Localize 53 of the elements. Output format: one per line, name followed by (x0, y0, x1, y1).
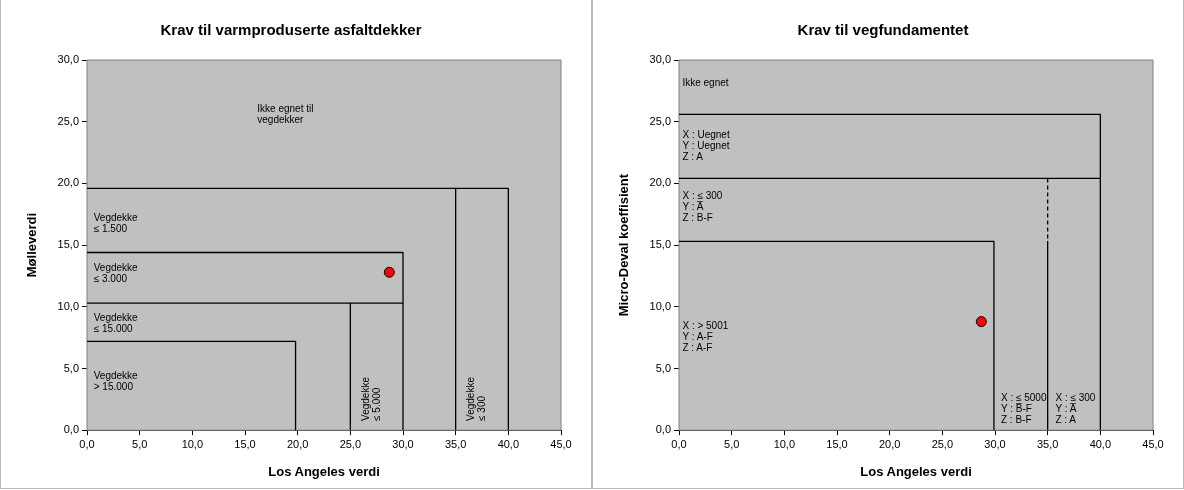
x-tick-label: 25,0 (931, 437, 954, 450)
annotation: Vegdekke > 15.000 (93, 369, 139, 392)
x-tick-label: 0,0 (79, 437, 95, 450)
annotation: Vegdekke ≤ 300 (464, 376, 487, 421)
annotation: Vegdekke ≤ 15.000 (93, 312, 139, 335)
annotation: Vegdekke ≤ 1.500 (93, 212, 139, 235)
x-tick-label: 25,0 (339, 437, 362, 450)
x-tick-label: 10,0 (181, 437, 204, 450)
y-tick-label: 25,0 (649, 114, 672, 127)
y-tick-label: 10,0 (649, 299, 672, 312)
y-tick-label: 30,0 (649, 53, 672, 66)
x-axis-title: Los Angeles verdi (860, 463, 972, 479)
annotation: Vegdekke ≤ 3.000 (93, 262, 139, 285)
y-tick-label: 0,0 (655, 423, 672, 436)
y-tick-label: 10,0 (57, 299, 80, 312)
annotation: Ikke egnet (682, 77, 729, 89)
chart-title: Krav til varmproduserte asfaltdekker (160, 21, 422, 39)
y-tick-label: 25,0 (57, 114, 80, 127)
x-tick-label: 10,0 (773, 437, 796, 450)
y-tick-label: 15,0 (649, 238, 672, 251)
y-axis-title: Micro-Deval koeffisient (616, 173, 632, 317)
y-tick-label: 30,0 (57, 53, 80, 66)
annotation: Vegdekke ≤ 5.000 (360, 376, 383, 421)
y-tick-label: 15,0 (57, 238, 80, 251)
x-tick-label: 20,0 (286, 437, 309, 450)
x-tick-label: 15,0 (234, 437, 256, 450)
annotation: X : > 5001 Y : A-F Z : A-F (682, 319, 729, 353)
annotation: X : ≤ 300 Y : A̅ Z : A (1055, 391, 1096, 425)
x-tick-label: 40,0 (497, 437, 520, 450)
annotation: X : ≤ 300 Y : A̅ Z : B-F (682, 190, 723, 224)
x-tick-label: 40,0 (1089, 437, 1112, 450)
y-tick-label: 20,0 (57, 176, 80, 189)
y-tick-label: 20,0 (649, 176, 672, 189)
x-axis-title: Los Angeles verdi (268, 463, 380, 479)
y-tick-label: 5,0 (63, 361, 80, 374)
x-tick-label: 45,0 (550, 437, 572, 450)
y-axis-title: Mølleverdi (24, 212, 40, 278)
annotation: Ikke egnet til vegdekker (257, 103, 314, 126)
annotation: X : ≤ 5000 Y : B̅-F Z : B-F (1000, 391, 1047, 425)
chart-title: Krav til vegfundamentet (797, 21, 969, 39)
x-tick-label: 30,0 (984, 437, 1006, 450)
x-tick-label: 35,0 (444, 437, 467, 450)
y-tick-label: 0,0 (63, 423, 80, 436)
x-tick-label: 5,0 (724, 437, 740, 450)
x-tick-label: 30,0 (392, 437, 414, 450)
annotation: X : Uegnet Y : Uegnet Z : A (682, 129, 730, 163)
x-tick-label: 45,0 (1142, 437, 1164, 450)
y-tick-label: 5,0 (655, 361, 672, 374)
x-tick-label: 15,0 (826, 437, 848, 450)
x-tick-label: 35,0 (1036, 437, 1059, 450)
x-tick-label: 5,0 (132, 437, 148, 450)
x-tick-label: 20,0 (878, 437, 901, 450)
x-tick-label: 0,0 (671, 437, 687, 450)
